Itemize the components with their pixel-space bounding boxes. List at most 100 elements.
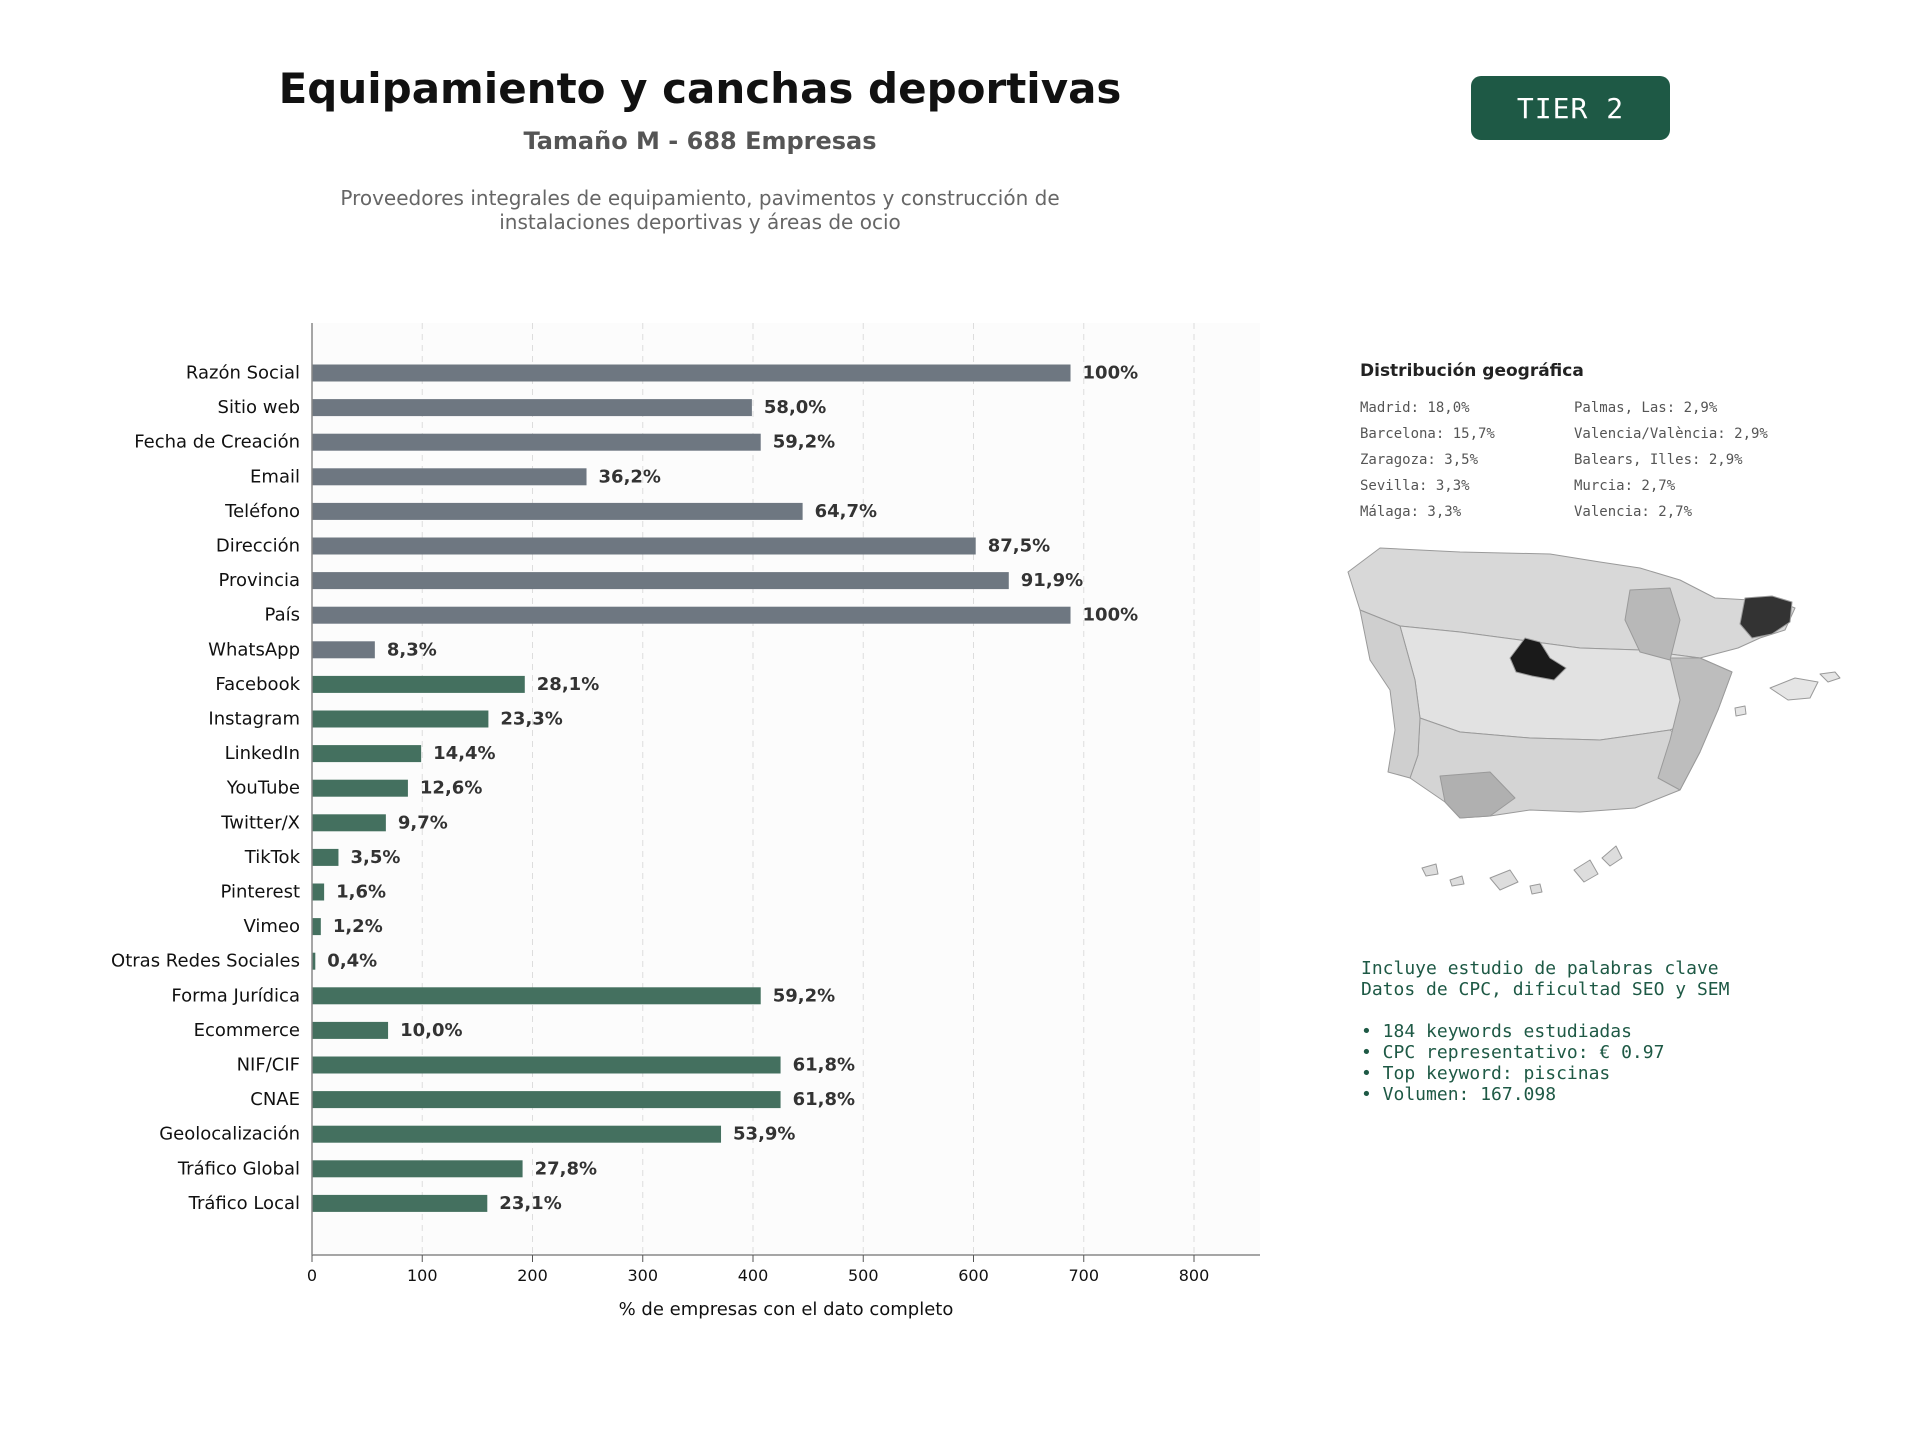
data-label: 100% bbox=[1083, 363, 1139, 384]
category-label: Provincia bbox=[218, 570, 300, 591]
category-label: Instagram bbox=[208, 709, 300, 730]
geo-item: Murcia: 2,7% bbox=[1574, 478, 1676, 494]
bar bbox=[312, 710, 489, 728]
x-tick-label: 800 bbox=[1179, 1266, 1210, 1285]
data-label: 3,5% bbox=[350, 847, 400, 868]
category-label: Fecha de Creación bbox=[134, 432, 300, 453]
keyword-bullet: • CPC representativo: € 0.97 bbox=[1361, 1042, 1665, 1063]
bar bbox=[312, 1091, 781, 1109]
data-label: 9,7% bbox=[398, 812, 448, 833]
map-region-madrid bbox=[1509, 637, 1567, 681]
bar bbox=[312, 468, 587, 486]
data-label: 27,8% bbox=[535, 1158, 597, 1179]
bar bbox=[312, 987, 761, 1005]
category-label: LinkedIn bbox=[225, 743, 300, 764]
map-region-canarias bbox=[1421, 845, 1623, 895]
bar bbox=[312, 1125, 722, 1143]
category-label: Facebook bbox=[215, 674, 300, 695]
map-region-baleares-east bbox=[1819, 671, 1841, 683]
bar bbox=[312, 502, 803, 520]
category-label: Forma Jurídica bbox=[171, 985, 300, 1006]
bar bbox=[312, 1021, 389, 1039]
x-tick-label: 500 bbox=[848, 1266, 879, 1285]
geo-item: Valencia/València: 2,9% bbox=[1574, 426, 1768, 442]
map-region-barcelona bbox=[1739, 595, 1793, 639]
x-tick-label: 600 bbox=[958, 1266, 989, 1285]
geo-item: Madrid: 18,0% bbox=[1360, 400, 1470, 416]
data-label: 91,9% bbox=[1021, 570, 1083, 591]
keyword-bullet: • Top keyword: piscinas bbox=[1361, 1063, 1611, 1084]
category-label: Razón Social bbox=[186, 363, 300, 384]
map-region-valencia bbox=[1657, 657, 1733, 791]
geo-item: Valencia: 2,7% bbox=[1574, 504, 1693, 520]
x-tick-label: 100 bbox=[407, 1266, 438, 1285]
x-tick-label: 300 bbox=[627, 1266, 658, 1285]
category-label: Pinterest bbox=[220, 882, 300, 903]
category-label: NIF/CIF bbox=[237, 1055, 300, 1076]
category-label: País bbox=[265, 605, 300, 626]
tier-badge: TIER 2 bbox=[1471, 76, 1670, 140]
keyword-bullet: • 184 keywords estudiadas bbox=[1361, 1021, 1632, 1042]
page-title: Equipamiento y canchas deportivas bbox=[278, 64, 1122, 113]
map-region-zaragoza bbox=[1624, 587, 1681, 661]
category-label: Geolocalización bbox=[159, 1124, 300, 1145]
bar bbox=[312, 641, 375, 659]
data-label: 36,2% bbox=[599, 466, 661, 487]
category-label: CNAE bbox=[250, 1089, 300, 1110]
category-label: YouTube bbox=[226, 778, 300, 799]
x-tick-label: 700 bbox=[1068, 1266, 1099, 1285]
data-label: 61,8% bbox=[793, 1055, 855, 1076]
x-tick-label: 0 bbox=[307, 1266, 317, 1285]
bar bbox=[312, 675, 525, 693]
data-label: 87,5% bbox=[988, 536, 1050, 557]
page-description: Proveedores integrales de equipamiento, … bbox=[340, 186, 1060, 234]
data-label: 100% bbox=[1083, 605, 1139, 626]
category-label: Tráfico Local bbox=[188, 1193, 300, 1214]
data-label: 58,0% bbox=[764, 397, 826, 418]
category-label: Ecommerce bbox=[194, 1020, 300, 1041]
keywords-info: Incluye estudio de palabras clave Datos … bbox=[1361, 958, 1729, 1105]
category-label: Otras Redes Sociales bbox=[111, 951, 300, 972]
category-label: Twitter/X bbox=[220, 812, 300, 833]
data-label: 14,4% bbox=[433, 743, 495, 764]
data-label: 61,8% bbox=[793, 1089, 855, 1110]
bar bbox=[312, 606, 1071, 624]
geo-item: Sevilla: 3,3% bbox=[1360, 478, 1470, 494]
map-region-west bbox=[1359, 609, 1421, 779]
category-label: Dirección bbox=[216, 536, 300, 557]
category-label: Sitio web bbox=[218, 397, 300, 418]
bar bbox=[312, 918, 321, 936]
bar bbox=[312, 1056, 781, 1074]
category-label: TikTok bbox=[244, 847, 301, 868]
data-label: 23,3% bbox=[500, 709, 562, 730]
data-label: 59,2% bbox=[773, 985, 835, 1006]
bar bbox=[312, 433, 761, 451]
bar bbox=[312, 399, 752, 417]
category-label: Teléfono bbox=[224, 501, 300, 522]
keywords-line: Incluye estudio de palabras clave bbox=[1361, 958, 1719, 979]
geo-item: Palmas, Las: 2,9% bbox=[1574, 400, 1718, 416]
map-region-baleares-west bbox=[1734, 705, 1747, 717]
map-region-baleares bbox=[1769, 677, 1819, 701]
bar bbox=[312, 1194, 488, 1212]
data-label: 23,1% bbox=[499, 1193, 561, 1214]
category-label: WhatsApp bbox=[208, 639, 300, 660]
data-label: 59,2% bbox=[773, 432, 835, 453]
geo-item: Málaga: 3,3% bbox=[1360, 504, 1462, 520]
bar bbox=[312, 883, 325, 901]
data-label: 64,7% bbox=[815, 501, 877, 522]
data-label: 1,2% bbox=[333, 916, 383, 937]
geo-item: Balears, Illes: 2,9% bbox=[1574, 452, 1743, 468]
data-label: 53,9% bbox=[733, 1124, 795, 1145]
keyword-bullet: • Volumen: 167.098 bbox=[1361, 1084, 1557, 1105]
bar bbox=[312, 779, 408, 797]
bar bbox=[312, 848, 339, 866]
geo-title: Distribución geográfica bbox=[1360, 361, 1584, 381]
data-label: 1,6% bbox=[336, 882, 386, 903]
bar bbox=[312, 1160, 523, 1178]
spain-choropleth-map bbox=[1347, 547, 1841, 895]
x-axis-label: % de empresas con el dato completo bbox=[619, 1299, 954, 1320]
geo-item: Barcelona: 15,7% bbox=[1360, 426, 1495, 442]
bar bbox=[312, 814, 386, 832]
keywords-line: Datos de CPC, dificultad SEO y SEM bbox=[1361, 979, 1730, 1000]
